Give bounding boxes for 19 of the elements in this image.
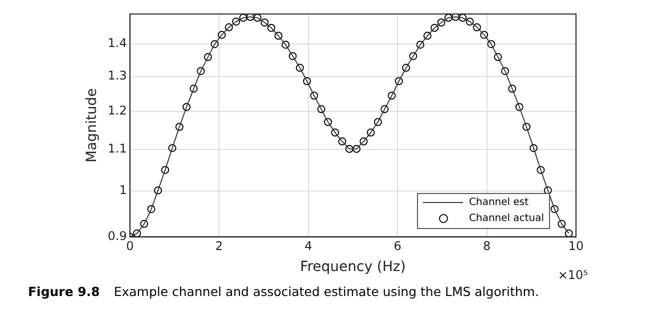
y-tick-label: 1 [119,182,127,197]
y-axis-title: Magnitude [84,88,100,162]
text: ×10⁵ [558,268,588,282]
x-axis-title: Frequency (Hz) [300,259,406,276]
y-tick-label: 0.9 [108,228,127,243]
legend-label: Channel actual [469,213,544,224]
x-tick-label: 0 [126,239,134,254]
y-tick-label: 1.4 [108,36,127,50]
x-tick-label: 8 [482,239,491,254]
x-tick-label: 4 [304,239,312,254]
y-tick-label: 1.2 [108,103,127,118]
caption: Figure 9.8 [28,284,100,299]
text: Example channel and associated estimate using the LMS algorithm. [114,284,539,299]
y-tick-label: 1.1 [108,141,127,156]
x-tick-label: 2 [215,239,223,254]
legend-label: Channel est [469,197,529,208]
x-tick-label: 6 [394,239,402,254]
x-tick-label: 10 [568,239,584,254]
y-tick-label: 1.3 [108,68,127,83]
